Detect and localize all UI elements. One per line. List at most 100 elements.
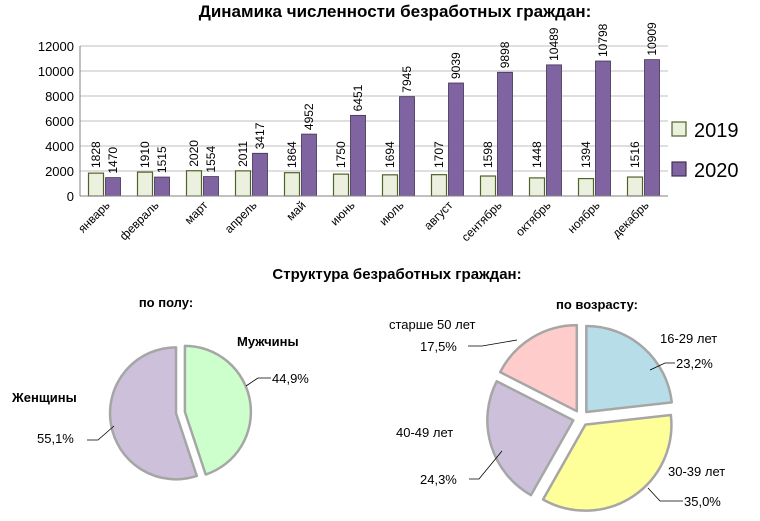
age-pie-subtitle: по возрасту:: [556, 297, 638, 312]
x-tick-label: ноябрь: [565, 198, 603, 236]
slice-label: 30-39 лет: [668, 464, 725, 479]
bar-2019: [185, 170, 203, 197]
data-label: 1864: [285, 141, 299, 168]
bar-2019: [381, 174, 399, 197]
data-label: 6451: [351, 84, 365, 111]
data-label: 10909: [645, 22, 659, 56]
data-label: 1910: [138, 141, 152, 168]
bar-2019: [136, 171, 154, 197]
pie-section-title: Структура безработных граждан:: [272, 266, 521, 283]
data-label: 1394: [579, 141, 593, 168]
x-tick-label: июнь: [328, 198, 358, 228]
slice-value-label: 23,2%: [676, 356, 713, 371]
x-tick-label: март: [182, 198, 211, 227]
bar-2020: [497, 71, 513, 197]
data-label: 1554: [204, 146, 218, 173]
age-pie: 16-29 лет 23,2% 30-39 лет 35,0% 40-49 лет 24,…: [389, 317, 725, 512]
bar-2019: [87, 172, 105, 197]
data-label: 10489: [547, 27, 561, 61]
data-label: 1515: [155, 146, 169, 173]
legend-label: 2019: [694, 120, 739, 142]
slice-value-label: 44,9%: [272, 371, 309, 386]
y-tick-label: 10000: [38, 64, 74, 79]
pie-slice-men: [183, 344, 253, 476]
data-label: 1707: [432, 141, 446, 168]
leader-line: [649, 362, 675, 371]
gender-pie-subtitle: по полу:: [139, 295, 193, 310]
data-label: 1828: [89, 141, 103, 168]
bar-2019: [528, 177, 546, 197]
bar-2020: [252, 152, 268, 197]
data-label: 4952: [302, 103, 316, 130]
slice-label: Мужчины: [237, 334, 299, 349]
y-tick-label: 2000: [45, 164, 74, 179]
x-tick-label: апрель: [222, 198, 260, 236]
pie-slice-age: [498, 323, 579, 413]
bar-2020: [350, 114, 366, 197]
data-label: 1470: [106, 147, 120, 174]
data-label: 9039: [449, 52, 463, 79]
bar-2020: [399, 96, 415, 197]
data-label: 1516: [628, 141, 642, 168]
slice-value-label: 55,1%: [37, 431, 74, 446]
x-tick-label: сентябрь: [459, 198, 505, 244]
bar-2019: [626, 176, 644, 197]
slice-label: Женщины: [11, 390, 77, 405]
x-tick-label: август: [421, 198, 456, 233]
pie-slice-age: [541, 413, 673, 512]
y-tick-label: 8000: [45, 89, 74, 104]
x-tick-label: октябрь: [513, 198, 554, 239]
x-tick-label: февраль: [117, 198, 162, 243]
bar-2019: [283, 172, 301, 197]
slice-label: 40-49 лет: [396, 425, 453, 440]
legend-swatch: [671, 161, 687, 177]
bar-2020: [301, 133, 317, 197]
bar-2019: [332, 173, 350, 197]
y-tick-label: 4000: [45, 139, 74, 154]
slice-value-label: 35,0%: [684, 494, 721, 509]
pie-slice-age: [486, 380, 575, 497]
data-label: 2020: [187, 140, 201, 167]
bar-2019: [577, 177, 595, 197]
x-tick-label: май: [283, 198, 308, 223]
y-tick-label: 0: [67, 189, 74, 204]
leader-line: [647, 487, 683, 502]
leader-line: [469, 450, 503, 480]
legend-swatch: [671, 121, 687, 137]
leader-line: [87, 425, 115, 441]
slice-label: старше 50 лет: [389, 317, 475, 332]
slice-label: 16-29 лет: [660, 331, 717, 346]
slice-value-label: 17,5%: [420, 339, 457, 354]
gender-pie: Мужчины 44,9% Женщины 55,1%: [11, 334, 309, 481]
slice-value-label: 24,3%: [420, 472, 457, 487]
data-label: 2011: [236, 141, 250, 167]
bar-2020: [595, 60, 611, 197]
leader-line: [468, 339, 518, 347]
bar-2020: [644, 59, 660, 197]
data-label: 1598: [481, 141, 495, 168]
bar-2019: [234, 170, 252, 197]
data-label: 9898: [498, 41, 512, 68]
data-label: 10798: [596, 23, 610, 57]
bar-chart: 0 2000 4000 6000 8000 10000 12000 1828 1470 январ…: [38, 22, 739, 244]
x-tick-label: декабрь: [609, 198, 651, 240]
pie-slice-age: [585, 324, 674, 414]
bar-2020: [546, 64, 562, 197]
pie-slice-women: [108, 346, 199, 481]
y-tick-label: 12000: [38, 39, 74, 54]
bar-2019: [430, 174, 448, 197]
bar-2020: [105, 177, 121, 197]
x-tick-label: январь: [75, 198, 112, 235]
data-label: 3417: [253, 122, 267, 149]
bar-2019: [479, 175, 497, 197]
data-label: 1750: [334, 141, 348, 168]
data-label: 1448: [530, 141, 544, 168]
bar-2020: [203, 176, 219, 197]
leader-line: [245, 377, 271, 387]
x-tick-label: июль: [376, 198, 406, 228]
data-label: 1694: [383, 141, 397, 168]
legend-label: 2020: [694, 160, 739, 182]
data-label: 7945: [400, 66, 414, 93]
bar-2020: [154, 176, 170, 197]
